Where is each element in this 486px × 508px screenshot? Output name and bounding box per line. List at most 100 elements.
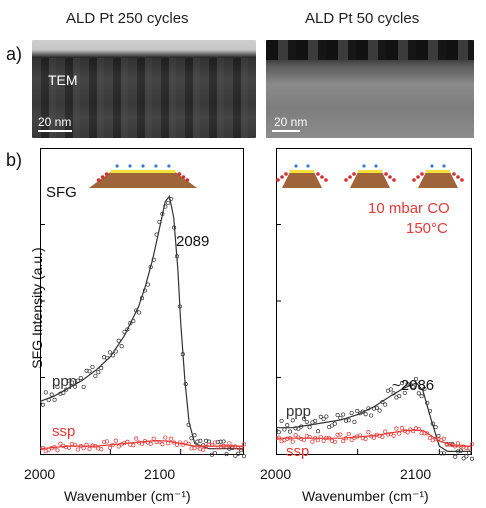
ppp-data-point — [383, 402, 388, 407]
ppp-data-point — [209, 452, 214, 457]
ssp-data-point — [198, 447, 203, 452]
tem-image-250: TEM 20 nm — [32, 40, 256, 138]
right-title: ALD Pt 50 cycles — [305, 10, 420, 27]
ssp-data-point — [201, 447, 206, 452]
ssp-data-point — [349, 437, 354, 442]
ssp-data-point — [99, 447, 104, 452]
ppp-data-point — [215, 439, 220, 444]
ssp-data-point — [366, 430, 371, 435]
ssp-data-point — [315, 438, 321, 443]
ppp-data-point — [332, 421, 337, 426]
ssp-data-point — [310, 439, 315, 444]
ppp-data-point — [413, 376, 419, 381]
tem-label: TEM — [48, 72, 78, 88]
scale-bar-left — [38, 130, 72, 132]
co-molecule-side — [388, 175, 392, 179]
ppp-data-point — [324, 414, 329, 419]
ppp-data-point — [43, 390, 48, 395]
ssp-data-point — [425, 431, 430, 436]
ssp-data-point — [399, 426, 405, 431]
ppp-data-point — [411, 384, 416, 390]
ssp-data-point — [55, 448, 60, 453]
pt-film — [426, 170, 450, 173]
ssp-data-point — [151, 436, 156, 441]
ppp-data-point — [439, 451, 444, 456]
panel-a-label: a) — [6, 44, 23, 64]
ppp-data-point — [301, 416, 307, 421]
ppp-data-point — [276, 428, 279, 433]
ppp-data-point — [279, 418, 284, 423]
ppp-data-point — [343, 418, 349, 423]
ssp-data-point — [58, 441, 63, 446]
ppp-data-point — [461, 456, 466, 461]
ppp-data-point — [224, 452, 229, 457]
co-molecule-side — [416, 175, 420, 179]
co-molecule-side — [420, 172, 424, 176]
co-molecule-side — [344, 178, 348, 182]
ppp-series-label: ppp — [52, 373, 77, 390]
co-molecule-side — [104, 172, 109, 176]
ppp-data-point — [221, 439, 226, 444]
co-molecule-top — [141, 164, 145, 168]
ssp-data-point — [104, 439, 110, 444]
ppp-data-point — [290, 418, 295, 423]
ppp-data-point — [329, 423, 335, 428]
ppp-data-point — [315, 429, 321, 434]
ppp-data-point — [469, 456, 474, 461]
ssp-data-point — [394, 426, 399, 431]
ppp-data-point — [70, 380, 75, 385]
ssp-data-point — [139, 441, 145, 447]
ssp-data-point — [293, 433, 298, 438]
ssp-data-point — [405, 430, 410, 435]
ssp-data-point — [346, 431, 351, 437]
tem-grain-texture — [32, 58, 256, 138]
support-island — [89, 172, 197, 188]
chart-right: ppp ssp ~2086 — [276, 148, 474, 461]
peak-annotation: 2089 — [176, 233, 209, 250]
co-molecule-side — [452, 172, 456, 176]
co-molecule-side — [181, 175, 186, 179]
ppp-data-point — [67, 378, 72, 383]
co-molecule-side — [316, 172, 320, 176]
ppp-data-point — [369, 413, 374, 418]
ssp-data-point — [87, 446, 92, 451]
ppp-data-point — [287, 429, 293, 434]
ppp-data-point — [84, 368, 89, 373]
ssp-data-point — [113, 438, 118, 443]
ppp-data-point — [96, 370, 101, 375]
ssp-data-point — [391, 433, 396, 438]
ssp-data-point — [397, 431, 402, 436]
ssp-data-point — [411, 429, 416, 434]
ssp-data-point — [81, 446, 86, 451]
x-axis-label-right: Wavenumber (cm⁻¹) — [302, 488, 429, 504]
ssp-data-point — [131, 443, 136, 448]
ssp-data-point — [148, 441, 153, 446]
co-molecule-side — [384, 172, 388, 176]
ssp-data-point — [160, 442, 165, 447]
ssp-data-point — [75, 447, 80, 452]
ppp-data-point — [321, 416, 326, 422]
ssp-data-point — [204, 444, 209, 449]
scale-bar-right — [272, 130, 300, 132]
ppp-data-point — [87, 369, 92, 374]
peak-annotation: ~2086 — [392, 377, 434, 394]
ppp-data-point — [198, 438, 203, 443]
co-molecule-side — [412, 178, 416, 182]
co-molecule-top — [306, 164, 310, 168]
ppp-data-point — [212, 450, 217, 456]
ppp-data-point — [52, 397, 57, 402]
ppp-data-point — [335, 413, 340, 418]
co-molecule-top — [128, 164, 132, 168]
ppp-data-point — [304, 419, 309, 424]
ppp-data-point — [349, 410, 354, 416]
ppp-data-point — [64, 387, 69, 392]
ppp-data-point — [464, 454, 469, 459]
ssp-data-point — [290, 439, 295, 444]
ppp-data-point — [307, 425, 312, 430]
support-island — [282, 172, 322, 188]
ssp-data-point — [441, 436, 447, 441]
tem-image-50: 20 nm — [266, 40, 474, 138]
co-molecule-side — [348, 175, 352, 179]
co-molecule-side — [177, 172, 182, 176]
co-molecule-top — [294, 164, 298, 168]
